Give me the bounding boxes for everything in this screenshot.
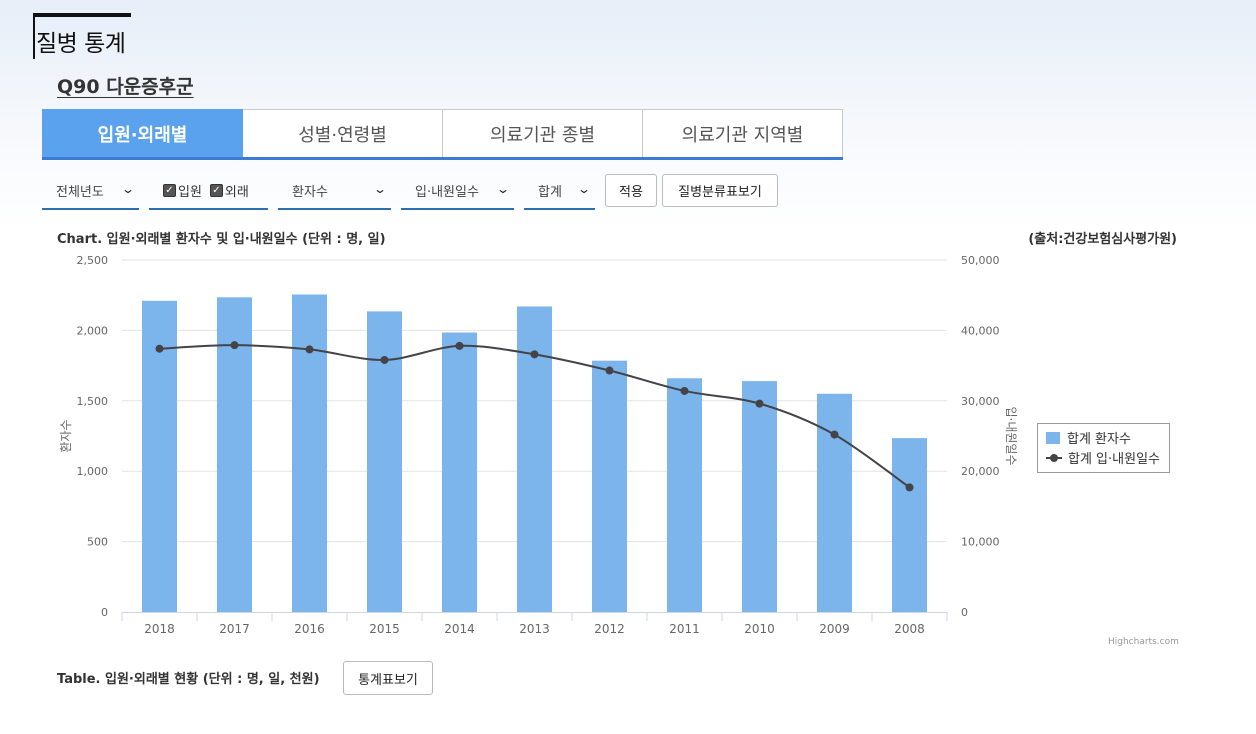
x-tick-label: 2011 xyxy=(669,622,700,636)
year-select[interactable]: 전체년도 ⌄ xyxy=(42,172,139,210)
outpatient-label: 외래 xyxy=(224,184,249,200)
y-tick-label: 1,500 xyxy=(77,395,109,408)
bar xyxy=(892,438,927,612)
y2-tick-label: 0 xyxy=(961,606,968,619)
table-title: Table. 입원·외래별 현황 (단위 : 명, 일, 천원) xyxy=(57,672,320,687)
line-point xyxy=(905,483,914,492)
y-axis-title: 환자수 xyxy=(59,419,73,452)
x-tick-label: 2012 xyxy=(594,622,625,636)
y2-tick-label: 30,000 xyxy=(961,395,1000,408)
line-point xyxy=(530,350,539,359)
line-point xyxy=(455,341,464,350)
group-select[interactable]: 합계 ⌄ xyxy=(524,172,595,210)
line-point xyxy=(680,386,689,395)
inpatient-checkbox[interactable]: ✓ xyxy=(163,183,176,197)
bar xyxy=(592,360,627,612)
y-tick-label: 0 xyxy=(101,606,108,619)
x-tick-label: 2010 xyxy=(744,622,775,636)
x-tick-label: 2015 xyxy=(369,622,400,636)
line-point xyxy=(380,355,389,364)
view-table-button[interactable]: 통계표보기 xyxy=(343,661,433,695)
line-point xyxy=(230,341,239,350)
visit-type-checkboxes: ✓ 입원 ✓ 외래 xyxy=(149,172,268,210)
tab-institution-type[interactable]: 의료기관 종별 xyxy=(443,109,643,157)
bar xyxy=(292,294,327,612)
series-line xyxy=(159,344,911,489)
filter-bar: 전체년도 ⌄ ✓ 입원 ✓ 외래 환자수 ⌄ 입·내원일수 ⌄ 합계 ⌄ 적용 … xyxy=(0,172,900,212)
bar xyxy=(142,300,177,612)
legend-label-days: 합계 입·내원일수 xyxy=(1068,452,1160,467)
bar xyxy=(442,332,477,612)
x-tick-label: 2016 xyxy=(294,622,325,636)
chevron-down-icon: ⌄ xyxy=(372,182,388,196)
page-title: 질병 통계 xyxy=(36,31,126,57)
x-tick-label: 2013 xyxy=(519,622,550,636)
measure2-select[interactable]: 입·내원일수 ⌄ xyxy=(401,172,514,210)
measure2-select-value: 입·내원일수 xyxy=(415,184,479,200)
tab-bar: 입원·외래별 성별·연령별 의료기관 종별 의료기관 지역별 xyxy=(42,109,843,160)
y-tick-label: 500 xyxy=(87,536,108,549)
outpatient-checkbox[interactable]: ✓ xyxy=(209,183,223,197)
bar xyxy=(517,306,552,612)
legend-line-swatch xyxy=(1046,453,1062,462)
chevron-down-icon: ⌄ xyxy=(576,182,592,196)
x-tick-label: 2014 xyxy=(444,622,475,636)
x-tick-label: 2018 xyxy=(144,622,175,636)
x-tick-label: 2009 xyxy=(819,622,850,636)
chart-title: Chart. 입원·외래별 환자수 및 입·내원일수 (단위 : 명, 일) xyxy=(57,232,386,247)
line-point xyxy=(605,366,614,375)
group-select-value: 합계 xyxy=(538,184,562,200)
line-point xyxy=(155,344,164,353)
legend-bar-swatch xyxy=(1046,431,1060,444)
line-point xyxy=(305,345,314,354)
measure1-select[interactable]: 환자수 ⌄ xyxy=(278,172,391,210)
y2-axis-title: 입·내원일수 xyxy=(1004,406,1018,465)
bar xyxy=(667,378,702,612)
legend-label-patients: 합계 환자수 xyxy=(1067,432,1131,447)
legend-item-days[interactable]: 합계 입·내원일수 xyxy=(1046,448,1160,467)
y-tick-label: 1,000 xyxy=(77,465,109,478)
chevron-down-icon: ⌄ xyxy=(495,182,511,196)
classification-button[interactable]: 질병분류표보기 xyxy=(662,174,778,207)
y2-tick-label: 10,000 xyxy=(961,536,1000,549)
measure1-select-value: 환자수 xyxy=(292,184,328,200)
line-point xyxy=(755,399,764,408)
line-point xyxy=(830,430,839,439)
bar xyxy=(742,381,777,612)
chart-legend: 합계 환자수 합계 입·내원일수 xyxy=(1037,423,1170,473)
chart-source: (출처:건강보험심사평가원) xyxy=(1028,232,1177,247)
tab-institution-region[interactable]: 의료기관 지역별 xyxy=(643,109,843,157)
y2-tick-label: 50,000 xyxy=(961,254,1000,267)
y-tick-label: 2,000 xyxy=(77,324,109,337)
chart-credits[interactable]: Highcharts.com xyxy=(1108,637,1179,647)
x-tick-label: 2017 xyxy=(219,622,250,636)
year-select-value: 전체년도 xyxy=(56,184,104,200)
bar xyxy=(217,297,252,612)
chevron-down-icon: ⌄ xyxy=(120,182,136,196)
bar xyxy=(817,393,852,612)
title-accent-line xyxy=(33,13,35,59)
tab-gender-age[interactable]: 성별·연령별 xyxy=(243,109,443,157)
tab-inpatient-outpatient[interactable]: 입원·외래별 xyxy=(42,109,243,157)
bar xyxy=(367,311,402,612)
inpatient-label: 입원 xyxy=(178,184,202,200)
disease-name: Q90 다운증후군 xyxy=(57,76,194,98)
legend-item-patients[interactable]: 합계 환자수 xyxy=(1046,428,1131,447)
title-accent-bar xyxy=(33,13,131,17)
apply-button[interactable]: 적용 xyxy=(605,174,657,207)
y2-tick-label: 20,000 xyxy=(961,465,1000,478)
y-tick-label: 2,500 xyxy=(77,254,109,267)
x-tick-label: 2008 xyxy=(894,622,925,636)
y2-tick-label: 40,000 xyxy=(961,324,1000,337)
